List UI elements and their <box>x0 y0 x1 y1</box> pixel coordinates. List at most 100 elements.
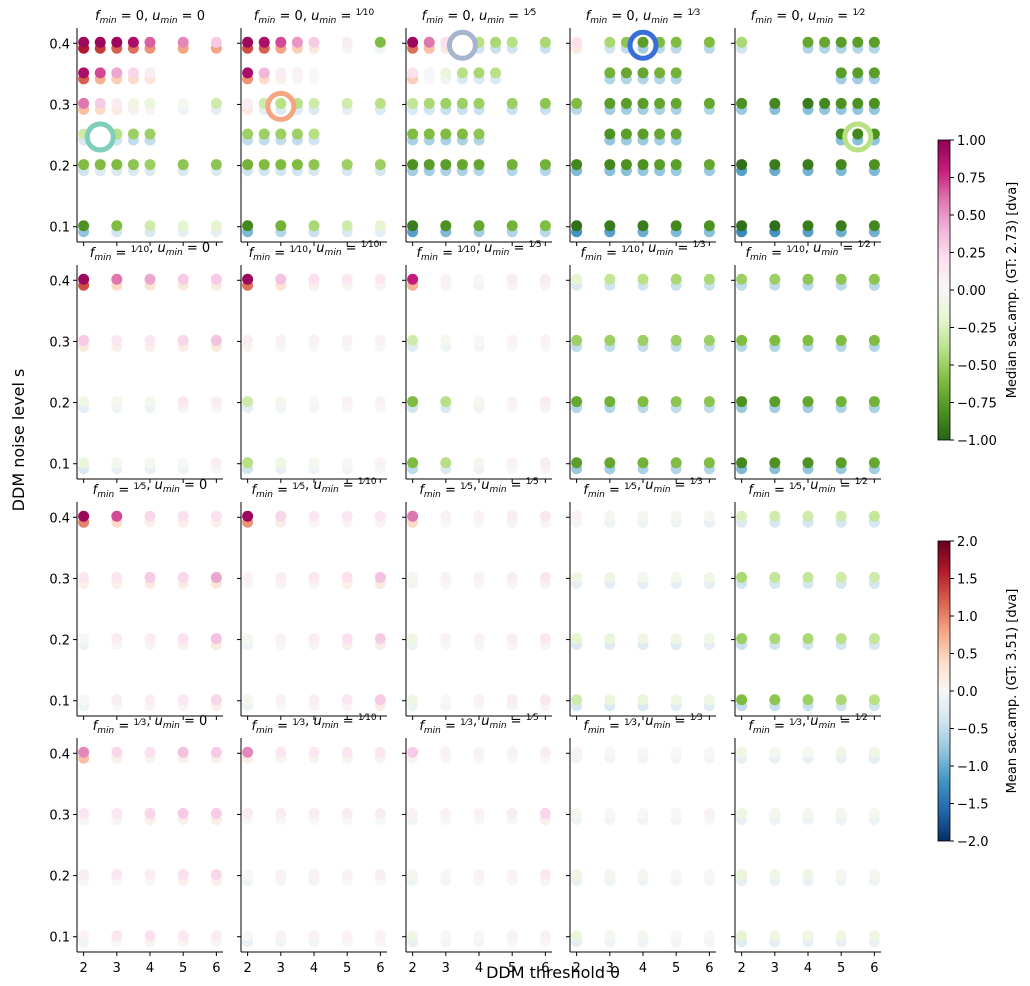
title-var: f <box>249 246 256 261</box>
x-tick-label: 6 <box>705 961 713 976</box>
title-comma: , <box>637 714 645 729</box>
title-denominator: 5 <box>796 482 802 492</box>
title-comma: , <box>473 714 481 729</box>
median-point <box>703 97 715 109</box>
title-value: 0 <box>197 9 205 24</box>
title-subscript: min <box>426 16 443 26</box>
median-point <box>374 273 386 285</box>
x-axis-label: DDM threshold θ <box>486 963 620 982</box>
median-point <box>506 396 518 408</box>
median-point <box>144 807 156 819</box>
median-point <box>78 36 90 48</box>
median-point <box>473 396 485 408</box>
panel-title: fmin = 1⁄5, umin = 1⁄2 <box>748 477 867 500</box>
title-var: u <box>645 714 653 729</box>
title-denominator: 3 <box>299 718 305 728</box>
median-point <box>539 273 551 285</box>
median-point <box>210 36 222 48</box>
median-point <box>111 396 123 408</box>
median-point <box>670 510 682 522</box>
median-point <box>637 220 649 232</box>
panel-3-4: fmin = 1⁄5, umin = 1⁄3 <box>566 477 716 720</box>
median-point <box>456 159 468 171</box>
median-point <box>736 694 748 706</box>
title-equals: = <box>336 9 355 24</box>
x-tick-label: 6 <box>870 961 878 976</box>
title-equals: = <box>836 478 855 493</box>
title-equals: = <box>183 241 202 256</box>
median-point <box>78 334 90 346</box>
median-point <box>835 220 847 232</box>
median-point <box>637 510 649 522</box>
median-point <box>868 633 880 645</box>
title-equals: = <box>673 241 692 256</box>
title-denominator: 3 <box>700 240 706 250</box>
median-point <box>275 457 287 469</box>
median-point <box>308 694 320 706</box>
x-tick-label: 5 <box>837 961 845 976</box>
median-point <box>703 159 715 171</box>
x-tick-label: 5 <box>179 961 187 976</box>
title-fraction-bar: ⁄ <box>362 713 368 723</box>
median-point <box>802 97 814 109</box>
title-equals: = <box>438 246 457 261</box>
title-equals: = <box>507 478 526 493</box>
median-point <box>78 396 90 408</box>
median-point <box>571 36 583 48</box>
colorbar-tick-label: 1.5 <box>957 573 978 588</box>
median-point <box>275 220 287 232</box>
median-point <box>637 36 649 48</box>
median-point <box>210 457 222 469</box>
median-point <box>341 807 353 819</box>
colorbar-label: Median sac.amp. (GT: 2.73) [dva] <box>1005 182 1020 399</box>
title-denominator: 5 <box>467 482 473 492</box>
median-point <box>407 807 419 819</box>
title-value: 0 <box>791 9 799 24</box>
median-point <box>620 67 632 79</box>
median-point <box>258 36 270 48</box>
median-point <box>275 67 287 79</box>
median-point <box>539 807 551 819</box>
title-equals: = <box>668 9 687 24</box>
median-point <box>802 930 814 942</box>
panel-3-1: fmin = 1⁄5, umin = 00.40.30.20.1 <box>49 478 223 720</box>
median-point <box>670 571 682 583</box>
title-subscript: min <box>322 721 339 731</box>
median-point <box>703 746 715 758</box>
title-var: f <box>751 9 758 24</box>
title-comma: , <box>308 241 316 256</box>
title-numerator: 1 <box>693 240 699 250</box>
title-var: u <box>313 714 321 729</box>
title-fraction-bar: ⁄ <box>293 245 299 255</box>
median-point <box>571 746 583 758</box>
data-points <box>242 36 386 238</box>
median-point <box>835 510 847 522</box>
title-denominator: 10 <box>793 245 805 255</box>
title-comma: , <box>473 478 481 493</box>
median-point <box>604 694 616 706</box>
median-point <box>242 128 254 140</box>
median-point <box>341 396 353 408</box>
median-point <box>177 633 189 645</box>
title-equals: = <box>767 246 786 261</box>
median-point <box>210 807 222 819</box>
median-point <box>440 128 452 140</box>
title-denominator: 5 <box>536 240 542 250</box>
median-point <box>539 334 551 346</box>
median-point <box>670 334 682 346</box>
title-subscript: min <box>651 16 668 26</box>
median-point <box>868 869 880 881</box>
colorbar-tick-label: −0.25 <box>957 322 997 337</box>
median-point <box>506 633 518 645</box>
title-denominator: 10 <box>138 245 150 255</box>
title-subscript: min <box>821 248 838 258</box>
median-point <box>868 396 880 408</box>
colorbar-tick-label: 1.00 <box>957 134 986 149</box>
median-point <box>868 334 880 346</box>
x-tick-label: 4 <box>639 961 647 976</box>
y-tick-label: 0.3 <box>49 98 70 113</box>
title-subscript: min <box>753 726 770 736</box>
title-equals: = <box>273 483 292 498</box>
median-point <box>440 930 452 942</box>
title-comma: , <box>802 714 810 729</box>
